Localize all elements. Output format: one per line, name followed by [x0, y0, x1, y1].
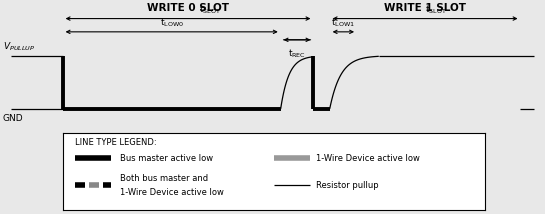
Text: t$_\mathregular{LOW0}$: t$_\mathregular{LOW0}$ — [160, 17, 184, 29]
Text: Resistor pullup: Resistor pullup — [316, 181, 379, 190]
Text: t$_\mathregular{REC}$: t$_\mathregular{REC}$ — [288, 47, 306, 60]
Text: V$_\mathregular{PULLUP}$: V$_\mathregular{PULLUP}$ — [3, 41, 35, 53]
Text: 1-Wire Device active low: 1-Wire Device active low — [316, 154, 420, 163]
Text: t$_\mathregular{SLOT}$: t$_\mathregular{SLOT}$ — [199, 3, 221, 16]
Text: t$_\mathregular{LOW1}$: t$_\mathregular{LOW1}$ — [331, 17, 355, 29]
Text: WRITE 1 SLOT: WRITE 1 SLOT — [384, 3, 466, 13]
Text: t$_\mathregular{SLOT}$: t$_\mathregular{SLOT}$ — [425, 3, 447, 16]
Text: WRITE 0 SLOT: WRITE 0 SLOT — [147, 3, 229, 13]
Text: Both bus master and: Both bus master and — [120, 174, 208, 183]
Text: LINE TYPE LEGEND:: LINE TYPE LEGEND: — [75, 138, 157, 147]
Text: 1-Wire Device active low: 1-Wire Device active low — [120, 188, 223, 197]
Text: GND: GND — [3, 114, 23, 123]
Text: Bus master active low: Bus master active low — [120, 154, 213, 163]
